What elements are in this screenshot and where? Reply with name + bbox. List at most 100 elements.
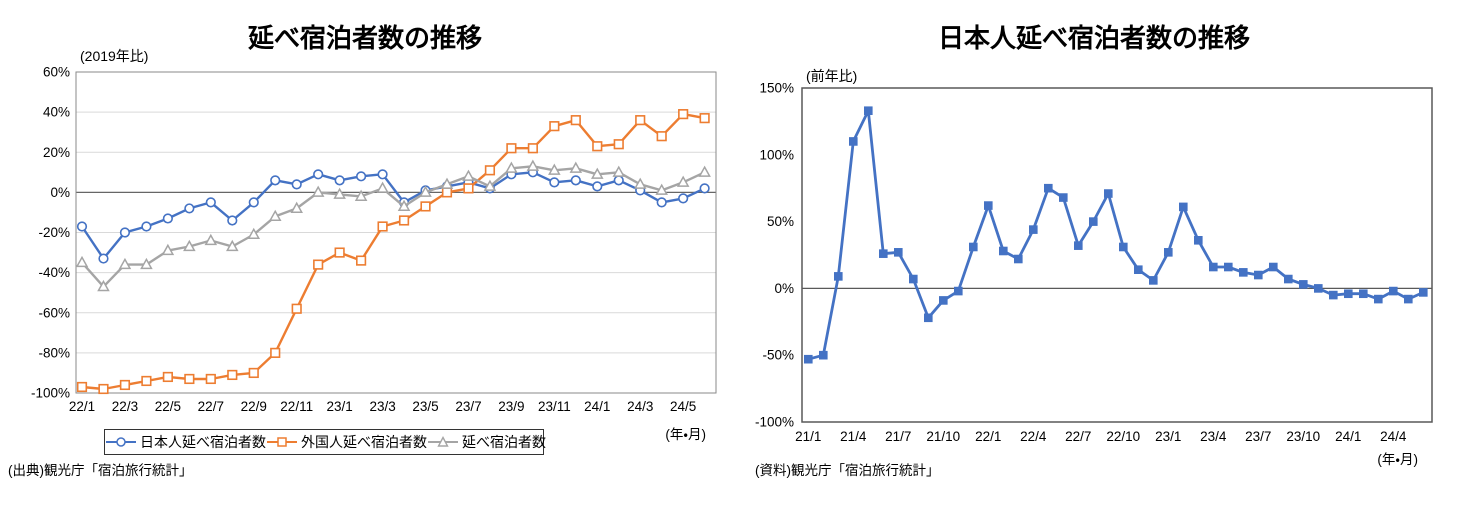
data-point-japanese-yoy: [1419, 288, 1428, 297]
data-point-total: [183, 239, 196, 252]
total-overnight-stays-chart: 60% 40% 20% 0% -20% -40% -60% -80% -100%22/1 22/3…: [31, 65, 717, 414]
y-tick-label: 150%: [759, 81, 794, 96]
data-point-japanese: [227, 215, 238, 226]
right-chart-source-note: (資料)観光庁「宿泊旅行統計」: [755, 463, 940, 478]
data-point-japanese: [291, 179, 302, 190]
data-point-japanese: [334, 175, 345, 186]
data-point-foreign: [356, 255, 367, 266]
data-point-total: [397, 199, 411, 211]
data-point-foreign: [248, 367, 259, 379]
data-point-foreign: [141, 375, 152, 387]
data-point-japanese-yoy: [1374, 294, 1383, 304]
x-tick-label: 23/1: [326, 399, 352, 414]
series-line-japanese: [81, 171, 706, 260]
legend-item-total: 延べ宿泊者数: [427, 432, 546, 452]
data-point-japanese-yoy: [1239, 268, 1248, 277]
left-x-axis-unit-label: (年・月): [665, 427, 706, 442]
x-tick-label: 21/7: [885, 429, 911, 444]
x-tick-label: 21/10: [926, 429, 960, 444]
legend-item-foreign: 外国人延べ宿泊者数: [266, 432, 427, 452]
data-point-japanese: [592, 181, 603, 192]
data-point-foreign: [592, 141, 603, 152]
data-point-japanese-yoy: [1209, 262, 1218, 272]
x-tick-label: 23/10: [1286, 429, 1320, 444]
data-point-total: [161, 243, 175, 256]
x-tick-label: 23/7: [455, 399, 481, 414]
data-point-japanese: [119, 227, 131, 238]
data-point-japanese-yoy: [1194, 236, 1203, 245]
x-tick-label: 22/10: [1106, 429, 1140, 444]
y-tick-label: -50%: [762, 348, 794, 363]
series-total: [75, 159, 711, 292]
data-point-foreign: [162, 371, 173, 383]
data-point-japanese-yoy: [894, 248, 903, 257]
data-point-japanese: [141, 221, 152, 232]
x-tick-label: 22/5: [155, 399, 181, 414]
data-point-japanese-yoy: [1179, 202, 1188, 212]
data-point-japanese-yoy: [1149, 276, 1158, 285]
data-point-japanese: [76, 221, 88, 232]
data-point-total: [354, 189, 368, 201]
data-point-foreign: [699, 113, 710, 124]
y-tick-label: 100%: [759, 147, 794, 162]
data-point-foreign: [484, 165, 496, 176]
y-tick-label: -80%: [38, 345, 70, 360]
data-point-japanese-yoy: [1044, 183, 1053, 193]
data-point-foreign: [613, 139, 624, 150]
data-point-foreign: [549, 121, 560, 132]
y-tick-label: -40%: [38, 265, 70, 280]
data-point-total: [505, 161, 518, 173]
y-tick-label: -100%: [755, 415, 794, 430]
data-point-japanese-yoy: [1344, 289, 1353, 299]
y-tick-label: -100%: [31, 386, 70, 401]
x-tick-label: 23/11: [538, 399, 571, 414]
data-point-japanese-yoy: [1269, 262, 1278, 272]
right-chart-panel: 150% 100% 50% 0% -50% -100% 21/1 21/4 21/7 21/10 2…: [730, 0, 1458, 519]
data-point-foreign: [291, 303, 302, 314]
data-point-japanese-yoy: [1059, 193, 1068, 202]
legend-marker-square-open: [267, 437, 297, 447]
data-point-japanese-yoy: [1299, 280, 1308, 289]
data-point-total: [226, 239, 239, 252]
data-point-japanese-yoy: [819, 350, 828, 360]
data-point-foreign: [441, 187, 453, 198]
data-point-total: [548, 163, 561, 175]
data-point-japanese-yoy: [864, 106, 873, 116]
left-chart-legend: 日本人延べ宿泊者数 外国人延べ宿泊者数 延べ宿泊者数: [104, 429, 546, 455]
data-point-foreign: [506, 143, 517, 154]
left-chart-title: 延べ宿泊者数の推移: [247, 23, 482, 53]
data-point-foreign: [334, 247, 345, 258]
x-tick-label: 23/4: [1200, 429, 1227, 444]
data-point-total: [118, 257, 132, 270]
x-tick-label: 22/11: [280, 399, 313, 414]
x-tick-label: 22/7: [1065, 429, 1091, 444]
data-point-japanese-yoy: [999, 246, 1008, 256]
data-point-japanese-yoy: [1284, 274, 1293, 284]
data-point-japanese-yoy: [909, 274, 918, 284]
data-point-japanese: [313, 169, 324, 180]
y-tick-label: 40%: [43, 105, 70, 120]
series-line-total: [81, 165, 706, 288]
data-point-japanese: [613, 175, 624, 186]
data-point-japanese-yoy: [1014, 254, 1023, 264]
legend-item-japanese: 日本人延べ宿泊者数: [105, 432, 266, 452]
data-point-japanese: [184, 203, 195, 214]
left-y-axis-unit-label: (2019年比): [80, 48, 149, 64]
y-tick-label: 50%: [767, 214, 794, 229]
data-point-japanese-yoy: [1389, 286, 1398, 296]
y-tick-label: 0%: [50, 185, 70, 200]
data-point-total: [462, 169, 475, 181]
x-tick-label: 23/7: [1245, 429, 1271, 444]
data-point-japanese-yoy: [1029, 225, 1038, 234]
series-line-foreign: [81, 112, 705, 391]
y-tick-label: -60%: [38, 305, 70, 320]
data-point-total: [268, 209, 282, 221]
y-tick-label: 20%: [43, 145, 70, 160]
x-tick-label: 24/4: [1380, 429, 1407, 444]
x-tick-label: 21/1: [795, 429, 821, 444]
x-tick-label: 21/4: [840, 429, 867, 444]
data-point-total: [655, 183, 668, 195]
data-point-total: [526, 159, 540, 171]
data-point-japanese-yoy: [1074, 241, 1083, 250]
